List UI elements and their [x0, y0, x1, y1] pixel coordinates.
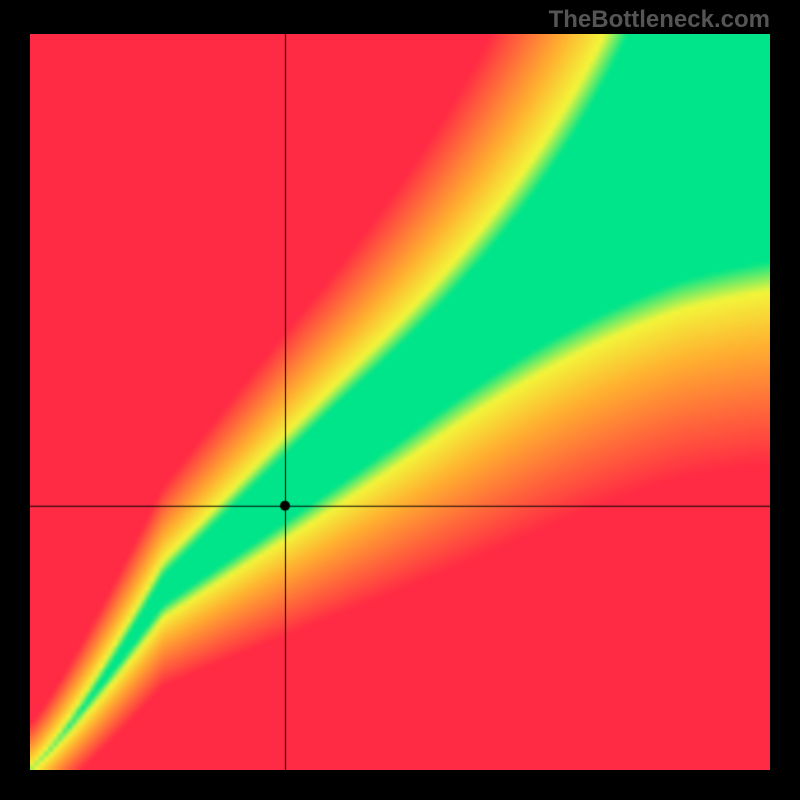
- bottleneck-heatmap: [30, 34, 770, 770]
- watermark-label: TheBottleneck.com: [549, 6, 770, 34]
- chart-container: TheBottleneck.com: [0, 0, 800, 800]
